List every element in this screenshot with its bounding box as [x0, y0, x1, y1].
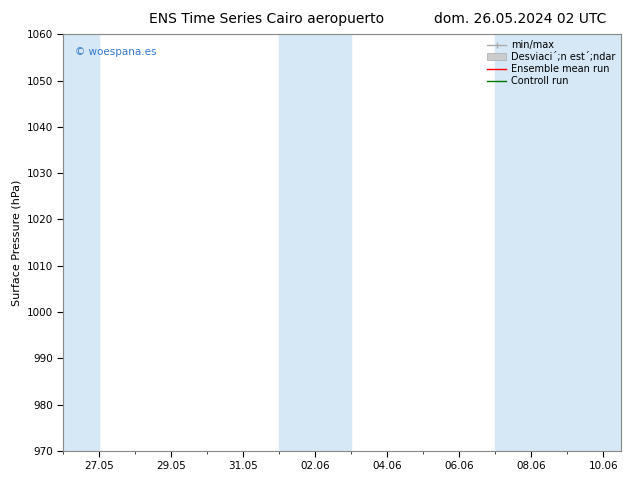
- Text: ENS Time Series Cairo aeropuerto: ENS Time Series Cairo aeropuerto: [149, 12, 384, 26]
- Text: dom. 26.05.2024 02 UTC: dom. 26.05.2024 02 UTC: [434, 12, 606, 26]
- Bar: [63, 34, 100, 451]
- Legend: min/max, Desviaci´;n est´;ndar, Ensemble mean run, Controll run: min/max, Desviaci´;n est´;ndar, Ensemble…: [483, 36, 619, 90]
- Text: © woespana.es: © woespana.es: [75, 47, 156, 57]
- Bar: [280, 34, 351, 451]
- Bar: [495, 34, 621, 451]
- Y-axis label: Surface Pressure (hPa): Surface Pressure (hPa): [11, 179, 21, 306]
